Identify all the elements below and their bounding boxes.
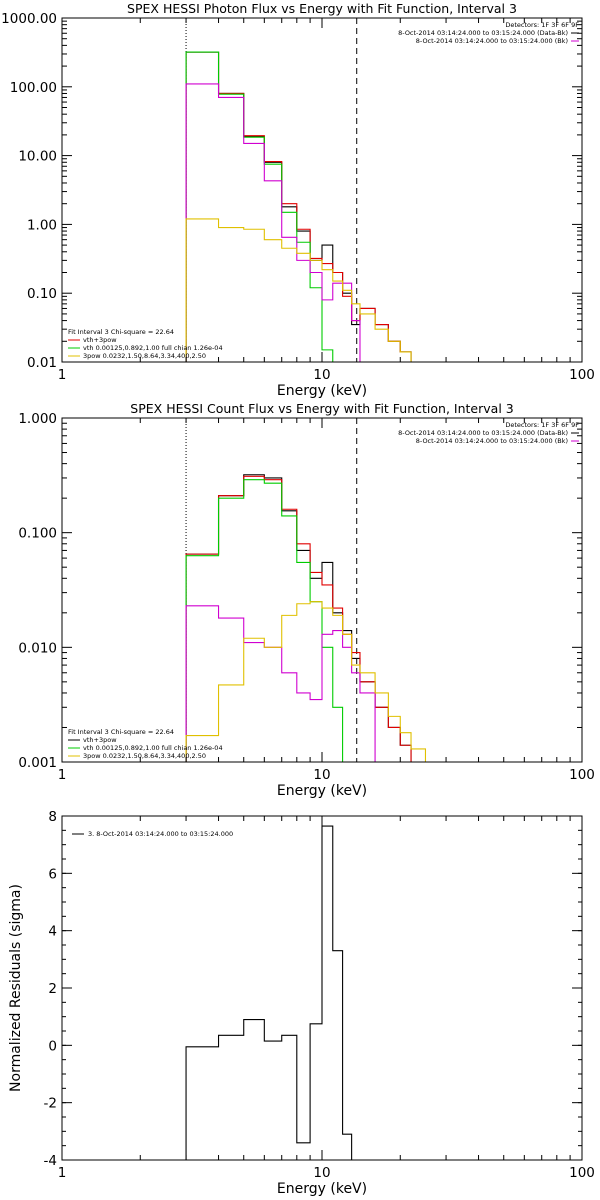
legend-entry: vth+3pow	[83, 336, 117, 344]
x-axis-label: Energy (keV)	[277, 1181, 367, 1197]
panel-2: 1 10 100 0.001 0.010 0.100 1.000 SPEX HESSI Cou…	[18, 401, 595, 799]
legend-title: Fit Interval 3 Chi-square = 22.64	[68, 328, 174, 336]
legend-title: Fit Interval 3 Chi-square = 22.64	[68, 728, 174, 736]
series-1-line	[185, 51, 426, 362]
y-tick-label: 1.000	[18, 411, 57, 427]
detectors-label: Detectors: 1F 3F 6F 9F	[505, 21, 579, 29]
y-tick-label: 10.00	[18, 149, 57, 165]
x-tick-label: 100	[569, 1165, 595, 1181]
axes-frame	[61, 417, 583, 763]
x-tick-label: 1	[58, 767, 67, 783]
series-3-line	[185, 479, 439, 762]
series-1-line	[185, 825, 353, 1160]
legend-entry: vth 0.00125,0.892,1.00 full chian 1.26e-…	[83, 744, 223, 752]
chart-title: SPEX HESSI Photon Flux vs Energy with Fi…	[127, 1, 517, 16]
y-tick-label: 6	[48, 866, 57, 882]
y-tick-label: 0.001	[18, 755, 57, 771]
x-axis-label: Energy (keV)	[277, 383, 367, 399]
series-2-line	[185, 51, 426, 362]
header-line-bk: 8-Oct-2014 03:14:24.000 to 03:15:24.000 …	[416, 37, 568, 45]
y-tick-label: 1000.00	[1, 11, 57, 27]
x-tick-label: 100	[569, 367, 595, 383]
x-tick-label: 10	[313, 767, 330, 783]
y-tick-label: 4	[48, 924, 57, 940]
y-tick-label: -4	[44, 1153, 57, 1169]
legend-entry: 3pow 0.0232,1.50,8.64,3.34,400,2.50	[83, 752, 206, 760]
series-2-line	[185, 475, 439, 762]
y-tick-label: 0.01	[27, 355, 57, 371]
y-tick-label: 0	[48, 1038, 57, 1054]
y-tick-label: 0.010	[18, 640, 57, 656]
y-axis-label: Normalized Residuals (sigma)	[8, 884, 24, 1092]
series-4-line	[185, 83, 427, 362]
y-tick-label: 2	[48, 981, 57, 997]
panel-1: 1 10 100 0.01 0.10 1.00 10.00 100.00 1000.00 SPEX…	[1, 1, 595, 399]
legend-entry: vth+3pow	[83, 736, 117, 744]
y-tick-label: 0.10	[27, 286, 57, 302]
header-line-bk: 8-Oct-2014 03:14:24.000 to 03:15:24.000 …	[416, 437, 568, 445]
x-tick-label: 1	[58, 367, 67, 383]
panel-3: 1 10 100 -4 -2 0 2 4 6 8 Energy (keV) Normalized Re…	[8, 809, 595, 1197]
x-tick-label: 10	[313, 1165, 330, 1181]
x-tick-label: 1	[58, 1165, 67, 1181]
series-5-line	[185, 601, 439, 762]
y-tick-label: 100.00	[10, 80, 57, 96]
y-tick-label: -2	[44, 1096, 57, 1112]
x-axis-label: Energy (keV)	[277, 783, 367, 799]
y-tick-label: 0.100	[18, 526, 57, 542]
series-3-line	[185, 51, 427, 362]
header-line-data: 8-Oct-2014 03:14:24.000 to 03:15:24.000 …	[398, 429, 568, 437]
header-line-data: 8-Oct-2014 03:14:24.000 to 03:15:24.000 …	[398, 29, 568, 37]
chart-title: SPEX HESSI Count Flux vs Energy with Fit…	[130, 401, 513, 416]
detectors-label: Detectors: 1F 3F 6F 9F	[505, 421, 579, 429]
x-tick-label: 10	[313, 367, 330, 383]
legend-entry: 3. 8-Oct-2014 03:14:24.000 to 03:15:24.0…	[88, 830, 233, 838]
legend-entry: vth 0.00125,0.892,1.00 full chian 1.26e-…	[83, 344, 223, 352]
x-tick-label: 100	[569, 767, 595, 783]
series-5-line	[185, 218, 426, 362]
series-4-line	[185, 605, 439, 762]
y-tick-label: 1.00	[27, 217, 57, 233]
legend-entry: 3pow 0.0232,1.50,8.64,3.34,400,2.50	[83, 352, 206, 360]
y-tick-label: 8	[48, 809, 57, 825]
